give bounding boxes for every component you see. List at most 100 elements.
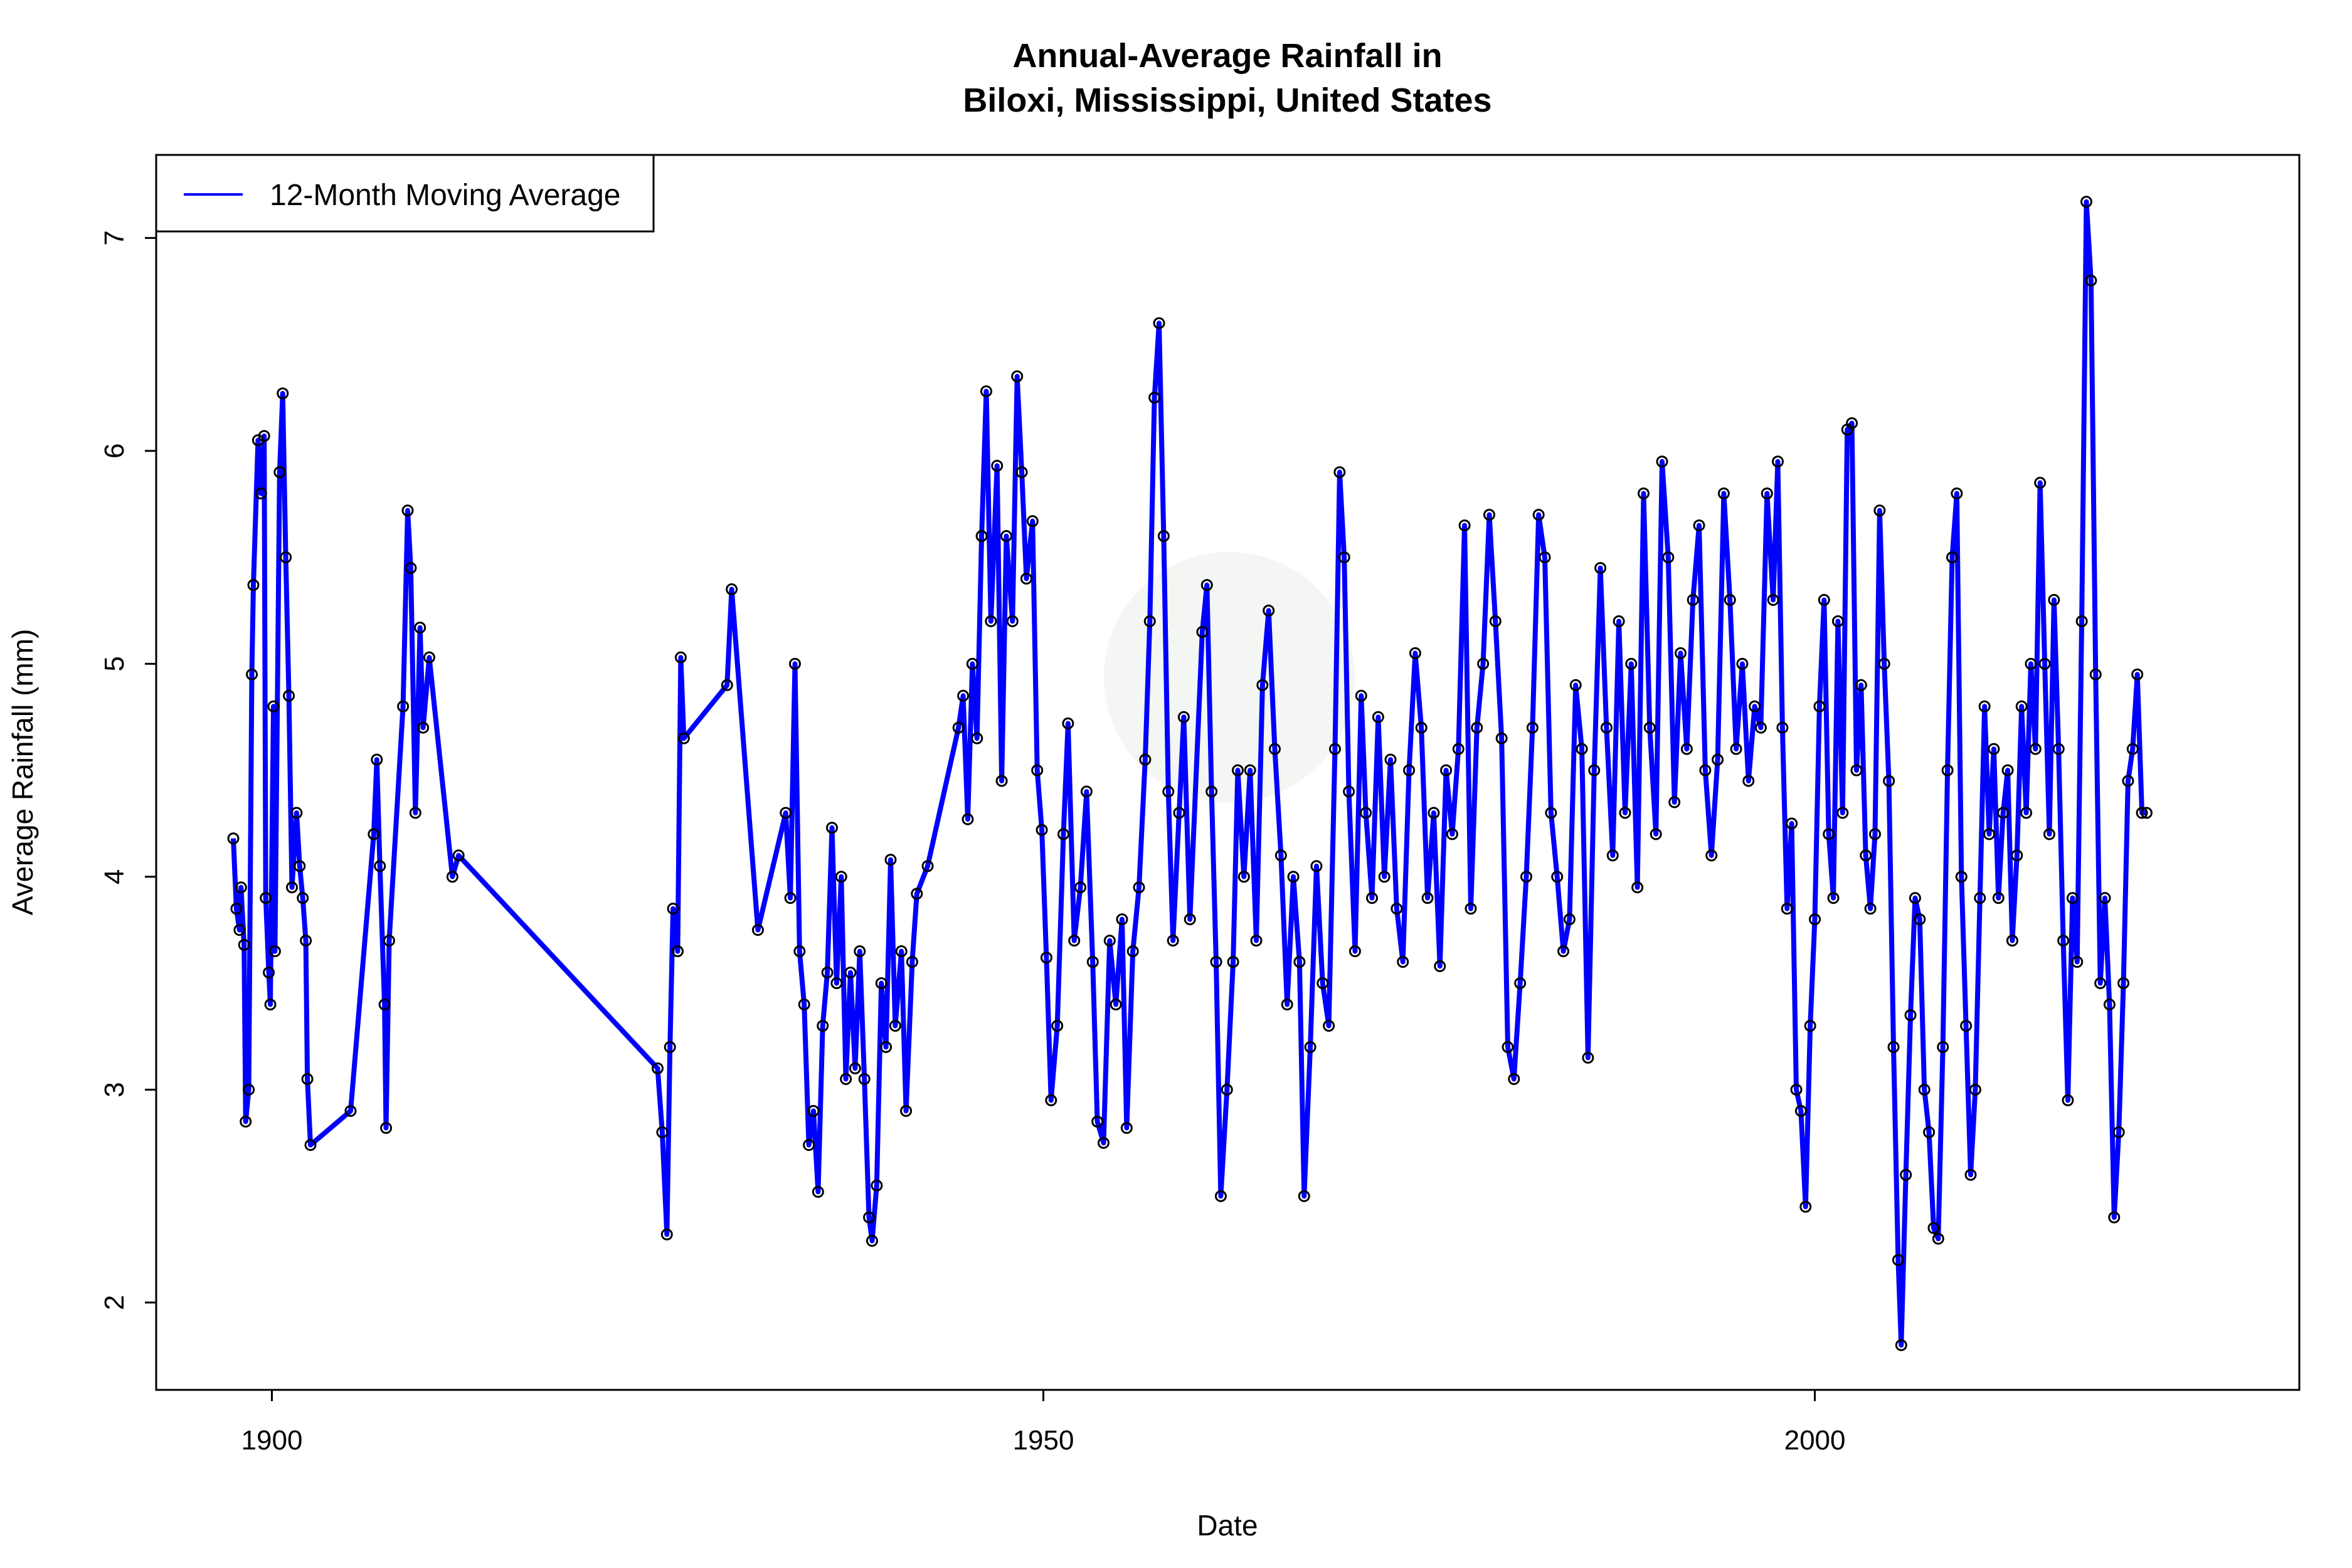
data-point bbox=[280, 551, 292, 564]
data-point bbox=[1074, 881, 1087, 894]
data-point bbox=[301, 1073, 314, 1085]
data-point bbox=[1964, 1168, 1977, 1181]
data-point bbox=[1015, 466, 1028, 479]
data-point bbox=[844, 967, 857, 979]
data-point bbox=[2066, 892, 2079, 904]
data-point bbox=[866, 1234, 878, 1247]
data-point bbox=[1717, 487, 1730, 500]
data-point bbox=[1799, 1200, 1812, 1213]
data-point bbox=[1086, 956, 1099, 968]
data-point bbox=[283, 689, 295, 702]
data-point bbox=[1868, 828, 1881, 840]
data-point bbox=[290, 807, 303, 819]
data-point bbox=[378, 999, 391, 1011]
data-point bbox=[1699, 764, 1712, 776]
data-point bbox=[835, 871, 847, 883]
data-point bbox=[1126, 945, 1139, 958]
data-point bbox=[1011, 370, 1024, 383]
data-point bbox=[1563, 913, 1576, 926]
data-point bbox=[821, 967, 834, 979]
data-point bbox=[884, 854, 897, 866]
data-point bbox=[1304, 1041, 1316, 1053]
data-point bbox=[1545, 807, 1557, 819]
y-tick-label: 3 bbox=[99, 1082, 130, 1097]
data-point bbox=[1372, 711, 1384, 723]
data-point bbox=[1754, 721, 1767, 734]
data-point bbox=[1878, 657, 1890, 670]
data-point bbox=[2094, 977, 2107, 990]
data-point bbox=[238, 938, 250, 951]
data-point bbox=[1328, 743, 1341, 755]
data-point bbox=[1918, 1083, 1931, 1096]
data-point bbox=[780, 807, 792, 819]
data-point bbox=[300, 935, 312, 947]
data-point bbox=[2020, 807, 2033, 819]
data-point bbox=[858, 1073, 871, 1085]
data-point bbox=[1227, 956, 1239, 968]
data-point bbox=[1348, 945, 1361, 958]
data-point bbox=[1221, 1083, 1233, 1096]
data-point bbox=[1951, 487, 1963, 500]
data-point bbox=[383, 935, 395, 947]
data-point bbox=[721, 679, 733, 691]
data-point bbox=[1250, 935, 1263, 947]
data-point bbox=[409, 807, 421, 819]
data-point bbox=[2029, 743, 2042, 755]
data-point bbox=[1051, 1019, 1064, 1032]
data-point bbox=[2126, 743, 2139, 755]
data-point bbox=[1883, 775, 1895, 787]
data-point bbox=[2034, 477, 2047, 489]
data-point bbox=[2001, 764, 2014, 776]
data-point bbox=[263, 967, 275, 979]
legend: 12-Month Moving Average bbox=[155, 154, 655, 233]
data-point bbox=[751, 924, 764, 936]
data-point bbox=[397, 700, 410, 712]
data-point bbox=[817, 1019, 829, 1032]
data-point bbox=[1846, 417, 1858, 430]
data-point bbox=[2057, 935, 2070, 947]
data-point bbox=[1483, 509, 1495, 521]
data-point bbox=[1687, 594, 1699, 607]
data-point bbox=[1988, 743, 2000, 755]
data-point bbox=[1742, 775, 1755, 787]
data-point bbox=[1110, 999, 1122, 1011]
data-point bbox=[660, 1228, 673, 1241]
data-point bbox=[1384, 753, 1397, 766]
data-point bbox=[1712, 753, 1724, 766]
data-point bbox=[2089, 668, 2102, 681]
data-point bbox=[1080, 785, 1093, 798]
y-axis: 2 3 4 5 6 7 bbox=[99, 230, 156, 1310]
data-point bbox=[911, 887, 923, 900]
data-point bbox=[1724, 594, 1736, 607]
data-point bbox=[1103, 935, 1116, 947]
data-point bbox=[1631, 881, 1644, 894]
data-point bbox=[1143, 615, 1156, 627]
data-point bbox=[1263, 604, 1275, 617]
data-point bbox=[1020, 573, 1032, 585]
data-point bbox=[1892, 1254, 1904, 1266]
data-point bbox=[1997, 807, 2010, 819]
data-point bbox=[258, 430, 270, 442]
data-point bbox=[1200, 579, 1213, 591]
data-point bbox=[1006, 615, 1019, 627]
data-point bbox=[921, 860, 934, 872]
data-point bbox=[966, 657, 978, 670]
data-point bbox=[1900, 1168, 1912, 1181]
data-point bbox=[1619, 807, 1631, 819]
data-point bbox=[1864, 903, 1877, 915]
y-tick-label: 4 bbox=[99, 869, 130, 884]
data-point bbox=[875, 977, 887, 990]
chart-title: Annual-Average Rainfall in bbox=[1012, 37, 1442, 75]
data-point bbox=[243, 1083, 255, 1096]
data-point bbox=[1526, 721, 1539, 734]
data-point bbox=[1281, 999, 1293, 1011]
data-point bbox=[1428, 807, 1440, 819]
data-point bbox=[235, 881, 247, 894]
data-point bbox=[273, 466, 286, 479]
data-point bbox=[374, 860, 386, 872]
data-point bbox=[297, 892, 309, 904]
data-point bbox=[863, 1211, 876, 1224]
data-point bbox=[664, 1041, 676, 1053]
data-point bbox=[1680, 743, 1693, 755]
data-point bbox=[961, 813, 974, 825]
